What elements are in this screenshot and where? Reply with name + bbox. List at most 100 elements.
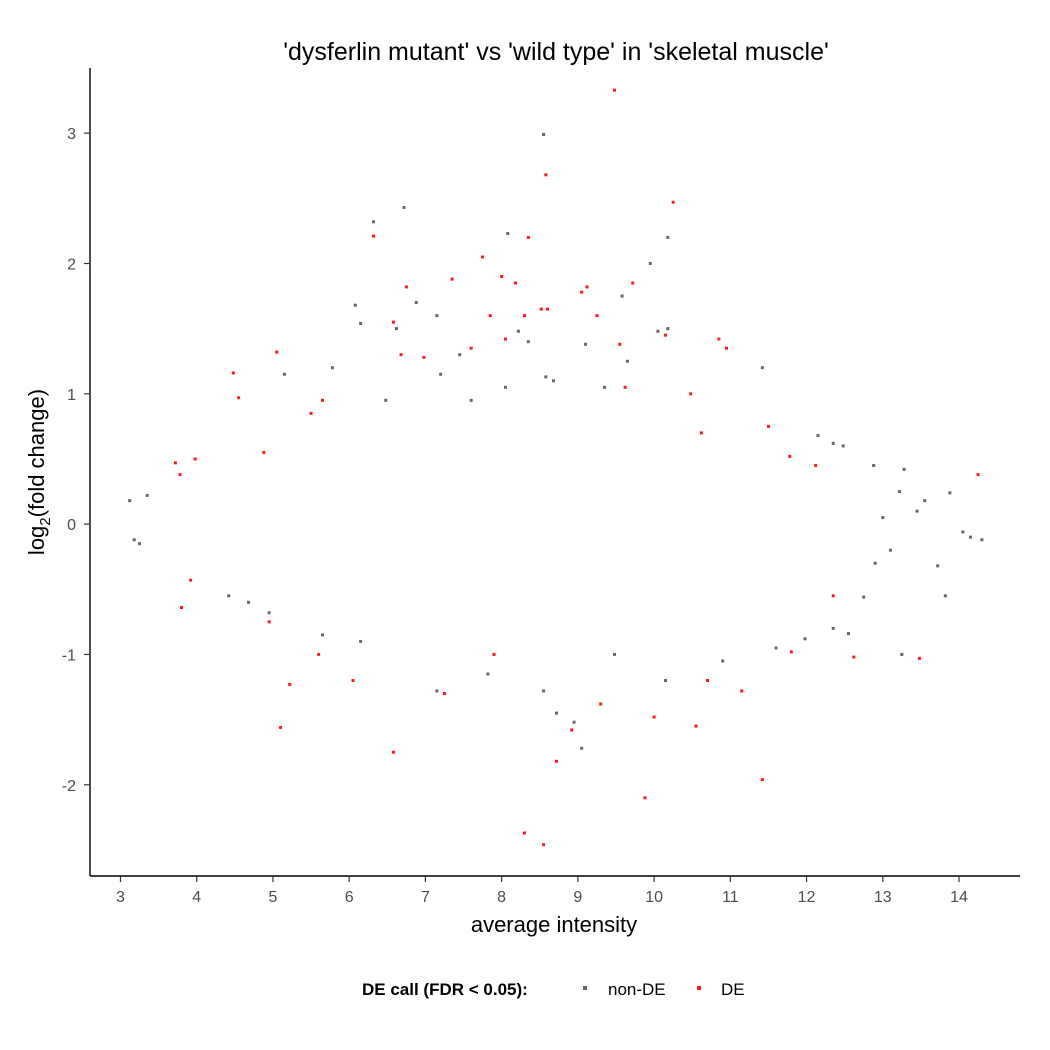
data-point [699,431,703,435]
data-point [774,646,778,650]
data-point [968,535,972,539]
data-point [572,720,576,724]
data-point [486,672,490,676]
x-tick-label: 10 [645,889,663,906]
data-point [980,538,984,542]
data-point [846,632,850,636]
y-axis-title-post: (fold change) [24,389,49,517]
data-point [359,321,363,325]
x-axis-title: average intensity [471,912,637,937]
y-axis-title: log2(fold change) [24,389,54,555]
data-point [193,457,197,461]
chart-title: 'dysferlin mutant' vs 'wild type' in 'sk… [283,38,829,66]
data-point [282,372,286,376]
data-point [391,320,395,324]
data-point [523,314,527,318]
data-point [873,561,877,565]
data-point [372,234,376,238]
data-point [128,499,132,503]
data-point [852,655,856,659]
data-point [435,314,439,318]
data-point [450,277,454,281]
x-tick-label: 14 [950,889,968,906]
data-point [831,626,835,630]
data-point [469,398,473,402]
data-point [231,371,235,375]
data-point [618,342,622,346]
data-point [900,652,904,656]
data-point [399,353,403,357]
data-point [872,463,876,467]
data-point [831,441,835,445]
data-point [469,346,473,350]
data-point [620,294,624,298]
data-point [542,689,546,693]
x-tick-label: 11 [722,889,739,906]
data-point [603,385,607,389]
data-point [435,689,439,693]
y-axis-title-sub: 2 [37,517,54,525]
data-point [881,516,885,520]
data-point [717,337,721,341]
data-point [414,301,418,305]
data-point [612,652,616,656]
data-point [492,652,496,656]
data-point [814,463,818,467]
data-point [179,606,183,610]
data-point [542,843,546,847]
legend-title: DE call (FDR < 0.05): [362,980,528,999]
data-point [317,652,321,656]
x-tick-label: 6 [345,889,354,906]
y-axis-title-pre: log [24,526,49,555]
data-point [599,702,603,706]
data-point [721,659,725,663]
data-point [523,831,527,835]
data-point [513,281,517,285]
data-point [391,750,395,754]
data-point [267,620,271,624]
data-point [138,542,142,546]
data-point [321,633,324,637]
legend: DE call (FDR < 0.05): non-DE DE [362,980,745,999]
data-point [643,796,647,800]
data-point [841,444,845,448]
data-point [309,411,313,415]
y-axis-ticks: -2 -1 0 1 2 3 [62,126,90,795]
data-point [500,275,504,279]
x-tick-label: 7 [421,889,430,906]
data-point [516,329,520,333]
x-tick-label: 3 [116,889,125,906]
x-tick-label: 12 [798,889,816,906]
data-point [671,200,675,204]
data-point [915,509,919,513]
data-point [439,372,443,376]
data-point [862,595,866,599]
data-point [816,434,820,438]
data-point [583,342,587,346]
data-point [898,490,902,494]
data-point [503,337,507,341]
data-point [725,346,729,350]
legend-label-non-de: non-DE [608,980,666,999]
data-point [664,333,668,337]
data-point [132,538,136,542]
x-tick-label: 9 [573,889,582,906]
data-point [353,303,357,307]
data-point [488,314,492,318]
data-point [923,499,927,503]
data-point [961,530,965,534]
data-point [623,385,627,389]
data-point [526,340,530,344]
x-tick-label: 8 [497,889,506,906]
x-axis-ticks: 3 4 5 6 7 8 9 10 11 12 13 14 [116,876,968,906]
data-point [555,711,559,715]
data-point [656,329,660,333]
data-point [625,359,629,363]
data-point [275,350,279,354]
y-tick-label: 2 [67,256,76,273]
data-point [943,594,947,598]
data-point [580,290,584,294]
legend-label-de: DE [721,980,745,999]
x-tick-label: 5 [268,889,277,906]
data-point [760,366,764,370]
